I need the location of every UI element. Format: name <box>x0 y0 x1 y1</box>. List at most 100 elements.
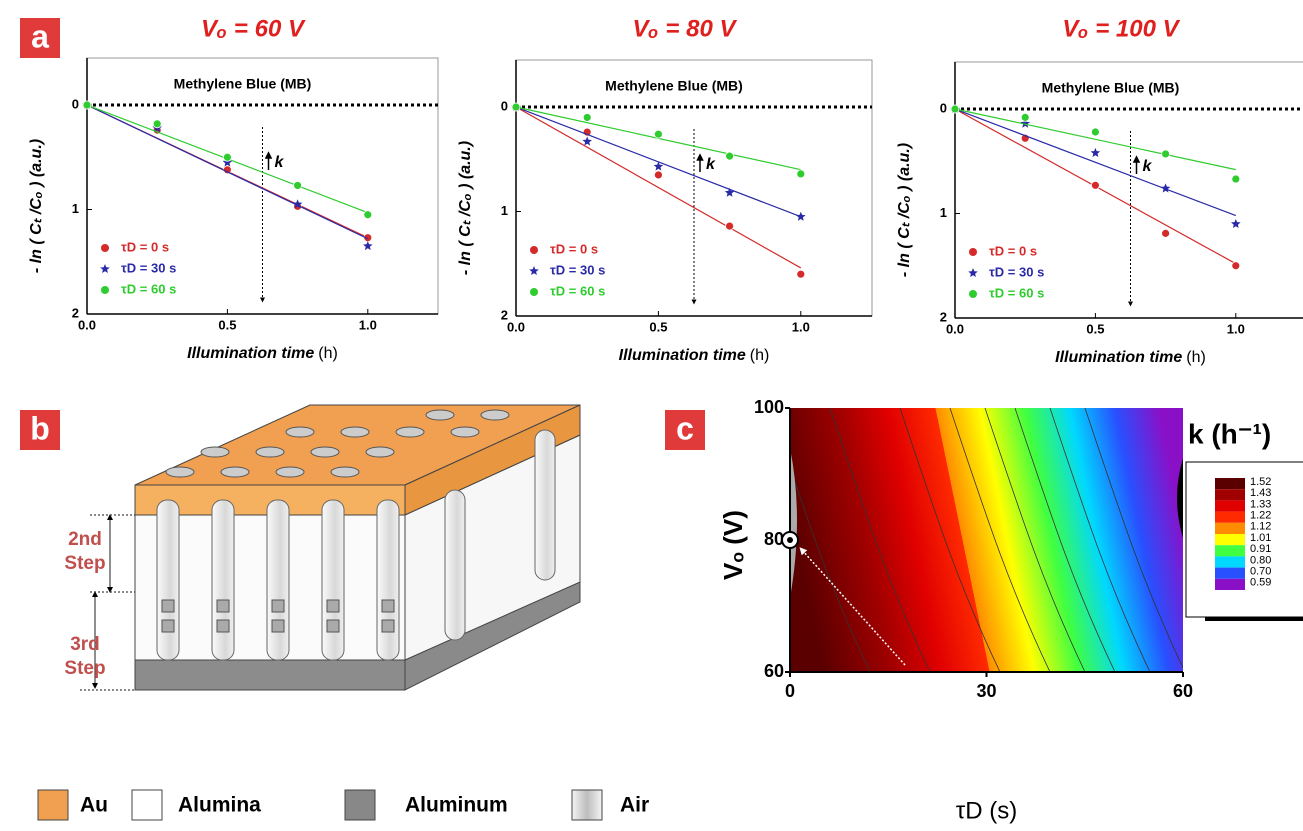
colorbar-swatch <box>1215 578 1245 590</box>
legend-label: τD = 0 s <box>989 243 1037 258</box>
annotation: k <box>1143 158 1153 175</box>
step-label: 3rd <box>70 634 100 655</box>
data-point <box>1231 174 1241 184</box>
x-tick-label: 0.0 <box>946 321 964 336</box>
panel-label: b <box>30 410 50 446</box>
colorbar-title: k (h⁻¹) <box>1188 418 1271 449</box>
data-point <box>1091 127 1100 137</box>
x-axis-label: Illumination time (h) <box>619 347 770 364</box>
legend-label: τD = 60 s <box>121 281 176 296</box>
x-tick-label: 30 <box>976 681 996 701</box>
data-point <box>1231 219 1241 228</box>
x-tick-label: 1.0 <box>1227 321 1245 336</box>
inner-label: Methylene Blue (MB) <box>174 76 312 92</box>
legend-label: τD = 60 s <box>989 285 1044 300</box>
chart-title: Vₒ = 100 V <box>1062 15 1180 42</box>
y-axis-label: - ln ( Cₜ /Cₒ ) (a.u.) <box>457 141 474 275</box>
x-tick-label: 0.0 <box>507 319 525 334</box>
x-axis-unit: (h) <box>1186 349 1206 366</box>
data-point <box>582 113 592 122</box>
contour-line <box>1084 408 1183 669</box>
diagram-legend <box>37 789 603 821</box>
y-tick-label: 0 <box>501 98 508 113</box>
data-point <box>1161 149 1170 159</box>
diagram-legend-label: Air <box>620 794 649 817</box>
data-point <box>724 187 735 197</box>
diagram-legend-label: Aluminum <box>405 794 508 817</box>
contour-fill <box>790 408 1183 672</box>
data-point <box>653 161 664 171</box>
data-point <box>1160 183 1171 193</box>
plot-frame <box>954 61 1303 319</box>
legend-symbol <box>530 288 538 296</box>
legend-label: τD = 30 s <box>121 260 176 275</box>
colorbar-label: 0.59 <box>1250 577 1271 589</box>
inner-label: Methylene Blue (MB) <box>605 78 743 94</box>
x-axis-label: Illumination time (h) <box>187 345 338 362</box>
step-label: Step <box>64 553 105 574</box>
chart-title: Vₒ = 60 V <box>201 15 306 42</box>
contour-line <box>790 466 871 672</box>
legend-symbol <box>101 286 109 294</box>
y-tick-label: 100 <box>754 397 784 417</box>
fit-line <box>515 106 802 269</box>
x-axis-title: Illumination time <box>619 347 746 364</box>
x-axis-unit: (h) <box>318 345 338 362</box>
legend-symbol <box>968 268 978 277</box>
y-tick-label: 1 <box>940 205 947 220</box>
panel-label-box <box>20 410 60 450</box>
step-label: 2nd <box>68 529 102 550</box>
membrane-diagram <box>80 404 581 691</box>
annotation: k <box>275 154 285 171</box>
colorbar-swatch <box>1215 478 1245 490</box>
x-axis-title: Illumination time <box>1055 349 1182 366</box>
y-axis-label: Vₒ (V) <box>718 510 748 580</box>
data-point <box>292 199 303 209</box>
y-tick-label: 60 <box>764 661 784 681</box>
contour-line <box>1014 408 1116 672</box>
y-tick-label: 0 <box>72 96 79 111</box>
y-axis-label: - ln ( Cₜ /Cₒ ) (a.u.) <box>28 139 45 273</box>
y-tick-label: 80 <box>764 529 784 549</box>
data-point <box>654 170 663 180</box>
data-point <box>222 157 233 167</box>
colorbar-swatch <box>1215 511 1245 523</box>
contour-line <box>1049 408 1151 672</box>
colorbar-label: 0.70 <box>1250 566 1271 578</box>
panel-label-box <box>665 410 705 450</box>
y-tick-label: 2 <box>501 307 508 322</box>
legend-label: τD = 0 s <box>550 241 598 256</box>
contour-line <box>984 408 1086 672</box>
data-point <box>1231 261 1241 271</box>
data-point <box>222 152 232 162</box>
data-point <box>1020 118 1030 128</box>
x-tick-label: 0.5 <box>649 319 667 334</box>
data-point <box>725 221 734 231</box>
contour-edge <box>790 448 797 598</box>
step-label: Step <box>64 658 105 679</box>
y-tick-label: 2 <box>72 305 79 320</box>
x-axis-unit: (h) <box>750 347 770 364</box>
data-point <box>1090 147 1101 157</box>
colorbar-swatch <box>1215 522 1245 534</box>
y-tick-label: 1 <box>501 203 508 218</box>
annotation: k <box>706 156 716 173</box>
legend-symbol <box>529 266 539 275</box>
legend-label: τD = 60 s <box>550 283 605 298</box>
x-axis-label: τD (s) <box>956 797 1017 824</box>
diagram-legend-label: Au <box>80 794 108 817</box>
data-point <box>796 269 806 279</box>
colorbar-label: 1.52 <box>1250 476 1271 488</box>
diagram-legend-label: Alumina <box>178 794 261 817</box>
data-point <box>796 211 806 221</box>
data-point <box>950 104 960 114</box>
data-point <box>511 102 521 112</box>
max-arrow <box>799 547 906 666</box>
data-point <box>725 151 734 161</box>
data-point <box>1091 180 1100 190</box>
y-axis-label: - ln ( Cₜ /Cₒ ) (a.u.) <box>896 143 913 277</box>
contour-edge <box>1177 458 1183 538</box>
y-tick-label: 0 <box>940 100 947 115</box>
colorbar-label: 1.33 <box>1250 498 1271 510</box>
